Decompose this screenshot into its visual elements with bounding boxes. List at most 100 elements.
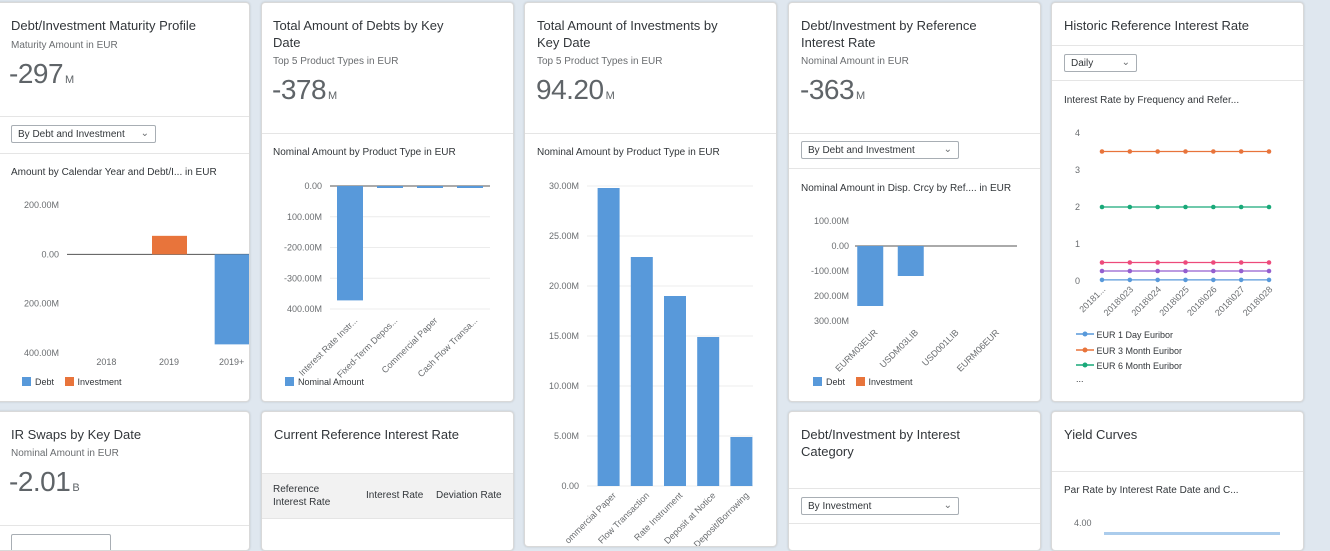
legend-nominal-amount: Nominal Amount xyxy=(285,377,364,387)
x-tick-label: 2019 xyxy=(159,357,179,367)
kpi-value: -2.01 B xyxy=(9,466,80,497)
reference-chart: 100.00M 0.00 -100.00M 200.00M 300.00MEURM03E… xyxy=(811,216,1017,373)
chart-legend: EUR 1 Day Euribor EUR 3 Month Euribor EU… xyxy=(1076,328,1182,383)
view-dropdown[interactable] xyxy=(11,534,111,550)
bar-0 xyxy=(337,186,363,301)
col-reference-interest-rate[interactable]: Reference Interest Rate xyxy=(273,484,331,508)
card-ir-swaps[interactable]: IR Swaps by Key Date Nominal Amount in E… xyxy=(0,411,250,551)
card-yield-curves[interactable]: Yield Curves Par Rate by Interest Rate D… xyxy=(1051,411,1304,551)
y-tick-label: 100.00M xyxy=(814,216,849,226)
kpi-value: -297 M xyxy=(9,58,74,89)
y-tick-label: -300.00M xyxy=(284,273,322,283)
card-current-interest-rate[interactable]: Current Reference Interest Rate Referenc… xyxy=(261,411,514,551)
series-point xyxy=(1238,149,1244,154)
card-title: Total Amount of Investments by Key Date xyxy=(537,18,718,50)
series-point xyxy=(1183,204,1188,210)
view-dropdown[interactable]: By Investment ⌄ xyxy=(801,497,959,515)
y-tick-label: 1 xyxy=(1075,239,1080,249)
y-tick-label: 200.00M xyxy=(24,299,59,309)
y-tick-label: 200.00M xyxy=(814,291,849,301)
series-point xyxy=(1155,268,1160,274)
table-header: Reference Interest Rate Interest Rate Dev… xyxy=(262,473,513,519)
bar-1 xyxy=(630,257,653,486)
chevron-down-icon: ⌄ xyxy=(1121,57,1130,68)
kpi-value: 94.20 M xyxy=(536,74,615,105)
y-tick-label: 2 xyxy=(1075,202,1080,212)
series-point xyxy=(1127,204,1133,210)
series-point xyxy=(1211,277,1216,283)
frequency-dropdown[interactable]: Daily ⌄ xyxy=(1064,54,1137,72)
historic-chart: 4321020181...2018\0232018\0242018\025201… xyxy=(1075,128,1275,318)
x-tick-label: Deposit/Borrowing xyxy=(692,490,751,547)
kpi-value: -378 M xyxy=(272,74,337,105)
yield-curve-line xyxy=(1104,532,1280,535)
series-point xyxy=(1127,277,1133,283)
y-tick-label: 0.00 xyxy=(831,241,849,251)
card-title: Debt/Investment by Reference Interest Rat… xyxy=(801,18,977,50)
chart-title: Amount by Calendar Year and Debt/I... in… xyxy=(11,167,217,178)
chart-legend: Nominal Amount xyxy=(285,377,364,387)
series-point xyxy=(1266,260,1272,265)
series-point xyxy=(1211,204,1216,210)
card-subtitle: Top 5 Product Types in EUR xyxy=(273,56,399,67)
legend-6month: EUR 6 Month Euribor xyxy=(1076,359,1182,375)
y-tick-label: 200.00M xyxy=(24,200,59,210)
legend-3month: EUR 3 Month Euribor xyxy=(1076,344,1182,360)
x-tick-label: EURM03EUR xyxy=(833,327,880,373)
x-tick-label: USD001LIB xyxy=(920,327,961,368)
card-subtitle: Nominal Amount in EUR xyxy=(801,56,909,67)
series-point xyxy=(1099,149,1105,154)
card-total-investments[interactable]: Total Amount of Investments by Key Date T… xyxy=(524,2,777,547)
series-point xyxy=(1266,277,1272,283)
view-dropdown[interactable]: By Debt and Investment ⌄ xyxy=(11,125,156,143)
col-deviation-rate[interactable]: Deviation Rate xyxy=(436,490,502,501)
card-title: IR Swaps by Key Date xyxy=(11,427,142,442)
y-tick-label: 300.00M xyxy=(814,316,849,326)
bar-1 xyxy=(377,186,403,188)
series-point xyxy=(1127,149,1133,154)
x-tick-label: USDM03LIB xyxy=(878,327,920,369)
chevron-down-icon: ⌄ xyxy=(943,500,952,511)
chart-legend: Debt Investment xyxy=(22,377,122,387)
series-point xyxy=(1099,268,1105,274)
series-point xyxy=(1127,260,1133,265)
chevron-down-icon: ⌄ xyxy=(140,128,149,139)
card-historic-interest-rate[interactable]: Historic Reference Interest Rate Daily ⌄ … xyxy=(1051,2,1304,402)
y-tick-label: 4.00 xyxy=(1074,518,1092,528)
x-tick-label: EURM06EUR xyxy=(955,327,1002,373)
legend-debt: Debt xyxy=(813,377,845,387)
chart-title: Nominal Amount by Product Type in EUR xyxy=(273,147,456,158)
card-title: Debt/Investment Maturity Profile xyxy=(11,18,196,33)
card-subtitle: Maturity Amount in EUR xyxy=(11,40,118,51)
x-tick-label: 2018\028 xyxy=(1241,284,1275,318)
card-title: Debt/Investment by Interest Category xyxy=(801,427,960,459)
chart-title: Nominal Amount by Product Type in EUR xyxy=(537,147,720,158)
card-reference-interest-rate[interactable]: Debt/Investment by Reference Interest Rat… xyxy=(788,2,1041,402)
legend-more[interactable]: ... xyxy=(1076,373,1084,384)
bar-4 xyxy=(730,437,753,486)
debts-chart: 0.00100.00M-200.00M-300.00M400.00MIntere… xyxy=(284,181,490,378)
y-tick-label: 400.00M xyxy=(24,348,59,358)
series-point xyxy=(1155,277,1160,283)
y-tick-label: 10.00M xyxy=(549,381,579,391)
card-title: Yield Curves xyxy=(1064,427,1138,442)
y-tick-label: 100.00M xyxy=(287,212,322,222)
card-title: Current Reference Interest Rate xyxy=(274,427,459,442)
series-point xyxy=(1211,149,1216,154)
card-interest-category[interactable]: Debt/Investment by Interest Category By I… xyxy=(788,411,1041,551)
y-tick-label: 15.00M xyxy=(549,331,579,341)
y-tick-label: 3 xyxy=(1075,165,1080,175)
series-point xyxy=(1183,149,1188,154)
series-point xyxy=(1238,260,1244,265)
col-interest-rate[interactable]: Interest Rate xyxy=(366,490,424,501)
y-tick-label: 4 xyxy=(1075,128,1080,138)
card-total-debts[interactable]: Total Amount of Debts by Key Date Top 5 P… xyxy=(261,2,514,402)
card-maturity-profile[interactable]: Debt/Investment Maturity Profile Maturit… xyxy=(0,2,250,402)
bar-investment-2019 xyxy=(152,235,187,255)
y-tick-label: 0.00 xyxy=(561,481,579,491)
series-point xyxy=(1266,204,1272,210)
bar-2 xyxy=(664,296,686,486)
series-point xyxy=(1183,268,1188,274)
view-dropdown[interactable]: By Debt and Investment ⌄ xyxy=(801,141,959,159)
y-tick-label: 20.00M xyxy=(549,281,579,291)
